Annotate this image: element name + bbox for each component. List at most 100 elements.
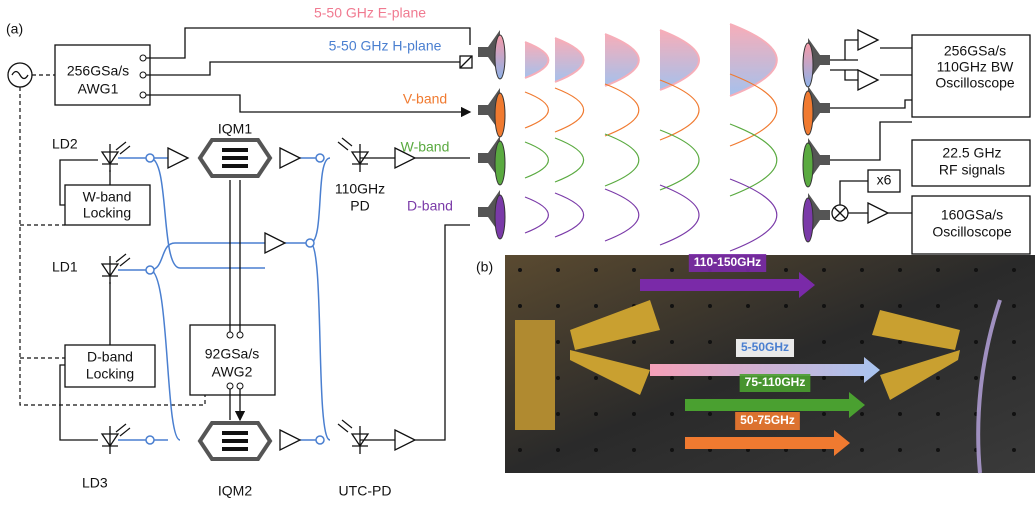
- scope-label: 160GSa/s: [941, 207, 1003, 223]
- scope-label: Oscilloscope: [932, 224, 1012, 240]
- horn-aperture: [495, 141, 505, 185]
- hole: [822, 340, 826, 344]
- beam: [555, 38, 584, 82]
- laser-label: LD2: [52, 136, 78, 152]
- horn-aperture: [495, 93, 505, 137]
- hole: [898, 304, 902, 308]
- hole: [974, 340, 978, 344]
- horn-aperture: [803, 43, 813, 87]
- hole: [860, 304, 864, 308]
- signal-label: D-band: [407, 198, 453, 214]
- beam: [660, 80, 699, 140]
- hole: [632, 448, 636, 452]
- diode: [102, 426, 118, 454]
- rf-label: RF signals: [939, 162, 1005, 178]
- hole: [632, 340, 636, 344]
- awg1-label: AWG1: [78, 81, 119, 97]
- amplifier: [858, 30, 878, 50]
- beam: [525, 42, 548, 78]
- diode: [102, 144, 118, 172]
- oscillator-wave: [12, 72, 28, 79]
- hole: [632, 268, 636, 272]
- hole: [708, 376, 712, 380]
- beam: [660, 130, 699, 190]
- hole: [898, 340, 902, 344]
- hole: [708, 340, 712, 344]
- rf-label: 22.5 GHz: [942, 145, 1001, 161]
- beam: [660, 185, 699, 245]
- awg1-label: 256GSa/s: [67, 63, 129, 79]
- mult-label: x6: [877, 172, 892, 188]
- hole: [898, 448, 902, 452]
- amplifier: [265, 233, 285, 253]
- hole: [784, 268, 788, 272]
- horn-aperture: [803, 143, 813, 187]
- pd-label: UTC-PD: [339, 483, 392, 499]
- iqm-electrode: [222, 148, 248, 152]
- locking-label: D-band: [87, 349, 133, 365]
- beam: [660, 30, 699, 90]
- hole: [594, 304, 598, 308]
- hole: [936, 304, 940, 308]
- awg2-label: 92GSa/s: [205, 346, 259, 362]
- beam: [525, 197, 548, 233]
- hole: [860, 376, 864, 380]
- hole: [974, 304, 978, 308]
- beam: [525, 92, 548, 128]
- hole: [670, 412, 674, 416]
- laser-label: LD3: [82, 475, 108, 491]
- hole: [974, 268, 978, 272]
- locking-label: Locking: [83, 205, 131, 221]
- diode: [102, 256, 118, 284]
- hole: [822, 304, 826, 308]
- beam: [555, 138, 584, 182]
- hole: [746, 304, 750, 308]
- pd-label: PD: [350, 198, 369, 214]
- hole: [556, 376, 560, 380]
- beam: [605, 134, 639, 186]
- hole: [556, 268, 560, 272]
- beam: [525, 142, 548, 178]
- hole: [1012, 304, 1016, 308]
- iqm-electrode: [222, 156, 248, 160]
- horn-aperture: [495, 35, 505, 79]
- beam: [730, 124, 777, 196]
- panel-label: (a): [6, 21, 23, 37]
- diode-arrows: [338, 138, 352, 150]
- hole: [594, 268, 598, 272]
- diode-arrows: [338, 420, 352, 432]
- iqm-electrode: [222, 164, 248, 168]
- hole: [822, 412, 826, 416]
- hole: [1012, 376, 1016, 380]
- amplifier: [280, 430, 300, 450]
- iqm-electrode: [222, 447, 248, 451]
- hole: [594, 448, 598, 452]
- beam-label: 5-50GHz: [741, 340, 789, 354]
- horn-aperture: [803, 91, 813, 135]
- hole: [594, 412, 598, 416]
- scope-label: Oscilloscope: [935, 75, 1015, 91]
- hole: [632, 412, 636, 416]
- hole: [860, 448, 864, 452]
- hole: [860, 268, 864, 272]
- figure: (a) 256GSa/s AWG1 5-50 GHz E-plane 5-50 …: [0, 0, 1035, 506]
- amplifier: [168, 148, 188, 168]
- hole: [518, 304, 522, 308]
- hole: [1012, 268, 1016, 272]
- horn-aperture: [495, 195, 505, 239]
- beam: [555, 193, 584, 237]
- scope-label: 110GHz BW: [937, 59, 1015, 75]
- beam: [730, 179, 777, 251]
- hole: [518, 448, 522, 452]
- pd-label: 110GHz: [335, 181, 385, 197]
- beam-label: 50-75GHz: [740, 413, 795, 427]
- hole: [518, 268, 522, 272]
- hole: [936, 448, 940, 452]
- beam-label: 75-110GHz: [745, 375, 806, 389]
- hole: [936, 412, 940, 416]
- beam: [555, 88, 584, 132]
- iqm-label: IQM2: [218, 483, 252, 499]
- hole: [860, 412, 864, 416]
- hole: [1012, 412, 1016, 416]
- amplifier: [868, 203, 888, 223]
